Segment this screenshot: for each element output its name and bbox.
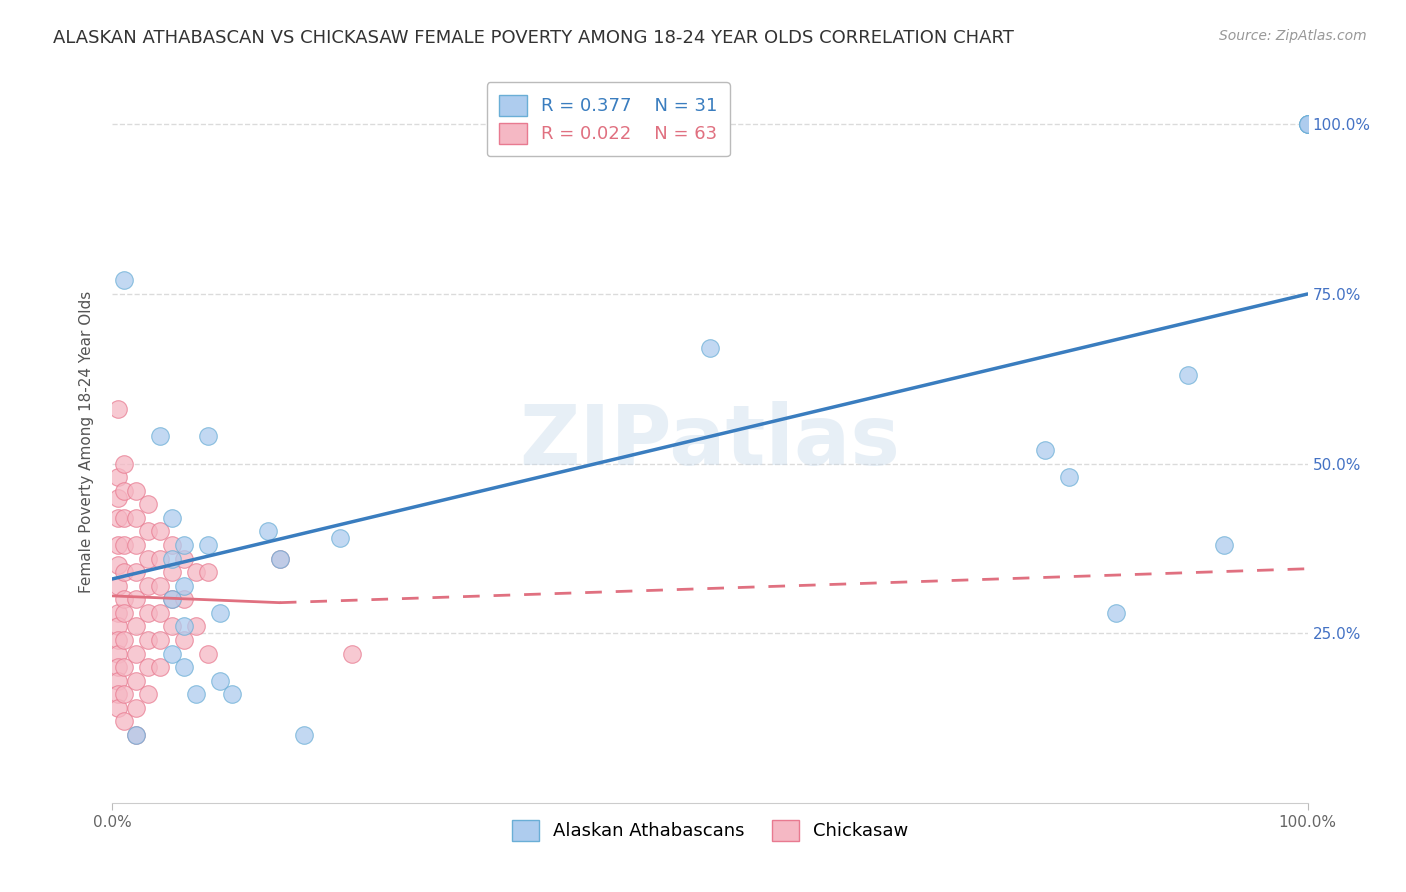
Point <box>162 592 183 607</box>
Point <box>107 606 129 620</box>
Point <box>125 619 148 633</box>
Point <box>197 538 219 552</box>
Point <box>107 647 129 661</box>
Point <box>114 273 135 287</box>
Point <box>138 606 160 620</box>
Point <box>1296 117 1319 131</box>
Point <box>197 647 219 661</box>
Point <box>173 632 195 647</box>
Point <box>162 565 183 579</box>
Point <box>125 592 148 607</box>
Legend: Alaskan Athabascans, Chickasaw: Alaskan Athabascans, Chickasaw <box>505 813 915 848</box>
Point <box>114 457 135 471</box>
Point <box>699 341 721 355</box>
Point <box>149 429 172 443</box>
Point <box>149 579 172 593</box>
Point <box>1057 470 1080 484</box>
Point <box>1296 117 1319 131</box>
Point <box>138 660 160 674</box>
Y-axis label: Female Poverty Among 18-24 Year Olds: Female Poverty Among 18-24 Year Olds <box>79 291 94 592</box>
Point <box>1177 368 1199 383</box>
Point <box>1105 606 1128 620</box>
Point <box>107 470 129 484</box>
Point <box>107 673 129 688</box>
Point <box>173 592 195 607</box>
Point <box>149 524 172 539</box>
Point <box>107 660 129 674</box>
Point <box>1296 117 1319 131</box>
Point <box>107 701 129 715</box>
Point <box>107 579 129 593</box>
Point <box>114 660 135 674</box>
Point <box>114 632 135 647</box>
Point <box>125 673 148 688</box>
Point <box>138 632 160 647</box>
Point <box>162 511 183 525</box>
Point <box>186 687 208 701</box>
Point <box>114 606 135 620</box>
Point <box>1213 538 1236 552</box>
Point <box>209 606 232 620</box>
Text: ALASKAN ATHABASCAN VS CHICKASAW FEMALE POVERTY AMONG 18-24 YEAR OLDS CORRELATION: ALASKAN ATHABASCAN VS CHICKASAW FEMALE P… <box>53 29 1014 46</box>
Point <box>114 687 135 701</box>
Point <box>173 660 195 674</box>
Point <box>1033 443 1056 458</box>
Point <box>162 551 183 566</box>
Point <box>114 565 135 579</box>
Point <box>107 558 129 573</box>
Point <box>107 687 129 701</box>
Point <box>114 483 135 498</box>
Point <box>340 647 363 661</box>
Point <box>125 483 148 498</box>
Point <box>149 551 172 566</box>
Point <box>107 538 129 552</box>
Point <box>149 660 172 674</box>
Point <box>149 606 172 620</box>
Point <box>125 728 148 742</box>
Point <box>173 619 195 633</box>
Point <box>329 531 352 545</box>
Point <box>107 402 129 417</box>
Point <box>162 592 183 607</box>
Point <box>107 619 129 633</box>
Text: Source: ZipAtlas.com: Source: ZipAtlas.com <box>1219 29 1367 43</box>
Point <box>138 579 160 593</box>
Point <box>221 687 243 701</box>
Point <box>269 551 291 566</box>
Point <box>114 714 135 729</box>
Point <box>1296 117 1319 131</box>
Point <box>125 511 148 525</box>
Point <box>162 619 183 633</box>
Point <box>197 565 219 579</box>
Text: ZIPatlas: ZIPatlas <box>520 401 900 482</box>
Point <box>114 511 135 525</box>
Point <box>173 538 195 552</box>
Point <box>125 647 148 661</box>
Point <box>269 551 291 566</box>
Point <box>125 701 148 715</box>
Point <box>162 538 183 552</box>
Point <box>125 565 148 579</box>
Point <box>138 497 160 511</box>
Point <box>107 632 129 647</box>
Point <box>125 728 148 742</box>
Point <box>107 511 129 525</box>
Point <box>257 524 280 539</box>
Point <box>173 551 195 566</box>
Point <box>197 429 219 443</box>
Point <box>186 619 208 633</box>
Point <box>186 565 208 579</box>
Point <box>209 673 232 688</box>
Point <box>114 592 135 607</box>
Point <box>125 538 148 552</box>
Point <box>114 538 135 552</box>
Point <box>138 687 160 701</box>
Point <box>138 551 160 566</box>
Point <box>138 524 160 539</box>
Point <box>107 491 129 505</box>
Point <box>292 728 315 742</box>
Point <box>162 647 183 661</box>
Point <box>173 579 195 593</box>
Point <box>149 632 172 647</box>
